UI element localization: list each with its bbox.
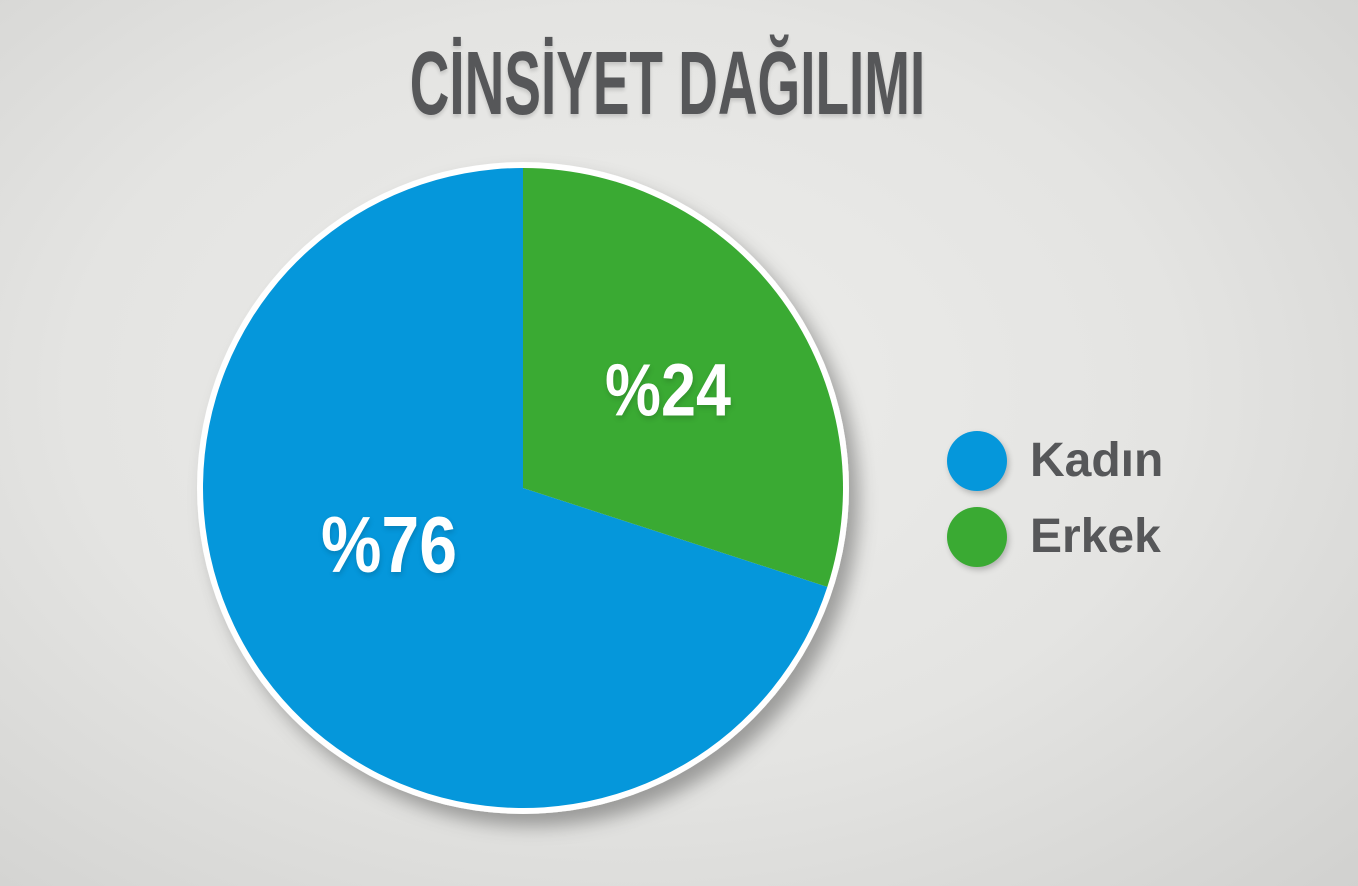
legend-swatch-erkek-icon xyxy=(947,507,1007,567)
legend-swatch-kadin-icon xyxy=(947,431,1007,491)
legend: Kadın Erkek xyxy=(947,431,1163,567)
slice-label-erkek: %24 xyxy=(605,348,731,432)
legend-item-erkek: Erkek xyxy=(947,507,1163,567)
legend-label-kadin: Kadın xyxy=(1030,434,1164,487)
legend-item-kadin: Kadın xyxy=(947,431,1163,491)
pie-slice-0 xyxy=(203,168,828,809)
chart-title-text: CİNSİYET DAĞILIMI xyxy=(410,34,926,134)
pie-slice-1 xyxy=(523,168,844,587)
legend-label-erkek: Erkek xyxy=(1030,510,1161,563)
chart-title: CİNSİYET DAĞILIMI xyxy=(0,34,1336,134)
slice-label-kadin: %76 xyxy=(320,500,458,589)
